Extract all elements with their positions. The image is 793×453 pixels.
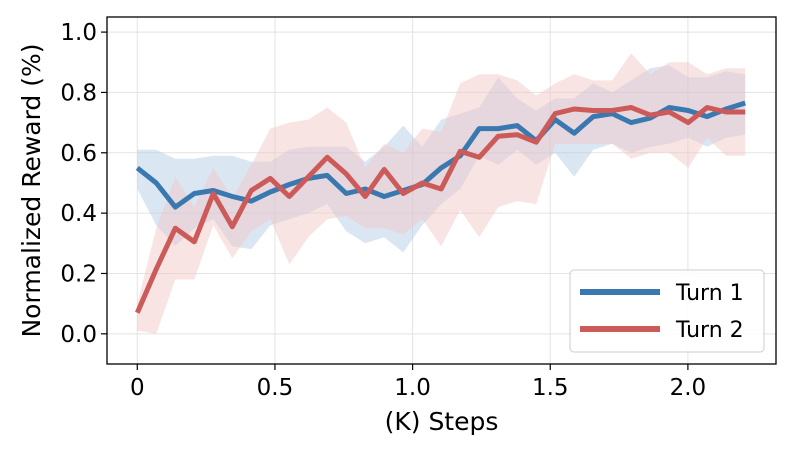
legend-label-turn-2: Turn 2: [675, 318, 744, 343]
series-line-turn-1: [135, 100, 746, 210]
legend-label-turn-1: Turn 1: [675, 281, 744, 306]
y-tick-label: 0.0: [60, 322, 97, 348]
x-tick-label: 0: [130, 375, 145, 401]
x-tick-label: 0.5: [257, 375, 294, 401]
y-tick-label: 1.0: [60, 20, 97, 46]
grid: [107, 17, 776, 364]
x-tick-label: 2.0: [670, 375, 707, 401]
band-turn-2: [137, 53, 746, 334]
x-tick-label: 1.5: [532, 375, 569, 401]
y-axis-label: Normalized Reward (%): [17, 43, 46, 337]
x-axis-label: (K) Steps: [385, 407, 499, 436]
y-tick-label: 0.4: [60, 201, 97, 227]
y-tick-label: 0.8: [60, 80, 97, 106]
series-lines: [135, 100, 746, 314]
x-tick-label: 1.0: [394, 375, 431, 401]
legend: Turn 1 Turn 2: [569, 269, 765, 353]
y-tick-label: 0.2: [60, 261, 97, 287]
axis-ticks: 0 0.5 1.0 1.5 2.0 0.0 0.2 0.4 0.6 0.8 1.0: [60, 20, 706, 401]
series-line-turn-2: [135, 105, 746, 314]
plot-area-frame: [106, 16, 777, 365]
y-tick-label: 0.6: [60, 141, 97, 167]
